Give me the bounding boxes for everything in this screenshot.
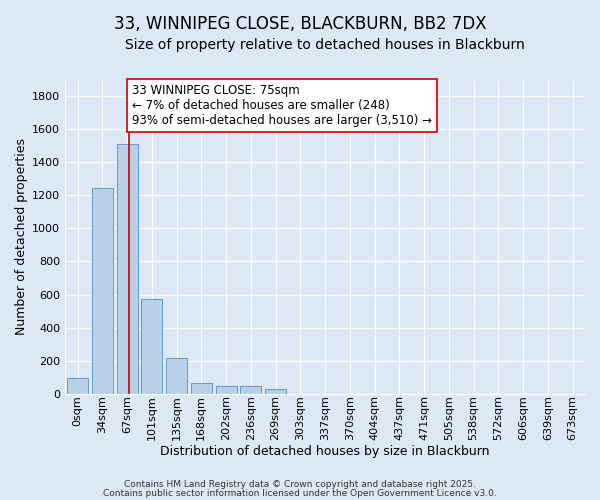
Bar — [215, 386, 236, 394]
Bar — [67, 378, 88, 394]
X-axis label: Distribution of detached houses by size in Blackburn: Distribution of detached houses by size … — [160, 444, 490, 458]
Bar — [191, 382, 212, 394]
Bar — [240, 386, 262, 394]
Text: 33, WINNIPEG CLOSE, BLACKBURN, BB2 7DX: 33, WINNIPEG CLOSE, BLACKBURN, BB2 7DX — [113, 15, 487, 33]
Y-axis label: Number of detached properties: Number of detached properties — [15, 138, 28, 335]
Text: Contains public sector information licensed under the Open Government Licence v3: Contains public sector information licen… — [103, 488, 497, 498]
Title: Size of property relative to detached houses in Blackburn: Size of property relative to detached ho… — [125, 38, 525, 52]
Text: Contains HM Land Registry data © Crown copyright and database right 2025.: Contains HM Land Registry data © Crown c… — [124, 480, 476, 489]
Bar — [166, 358, 187, 394]
Text: 33 WINNIPEG CLOSE: 75sqm
← 7% of detached houses are smaller (248)
93% of semi-d: 33 WINNIPEG CLOSE: 75sqm ← 7% of detache… — [132, 84, 432, 127]
Bar — [116, 144, 137, 394]
Bar — [265, 390, 286, 394]
Bar — [141, 300, 163, 394]
Bar — [92, 188, 113, 394]
